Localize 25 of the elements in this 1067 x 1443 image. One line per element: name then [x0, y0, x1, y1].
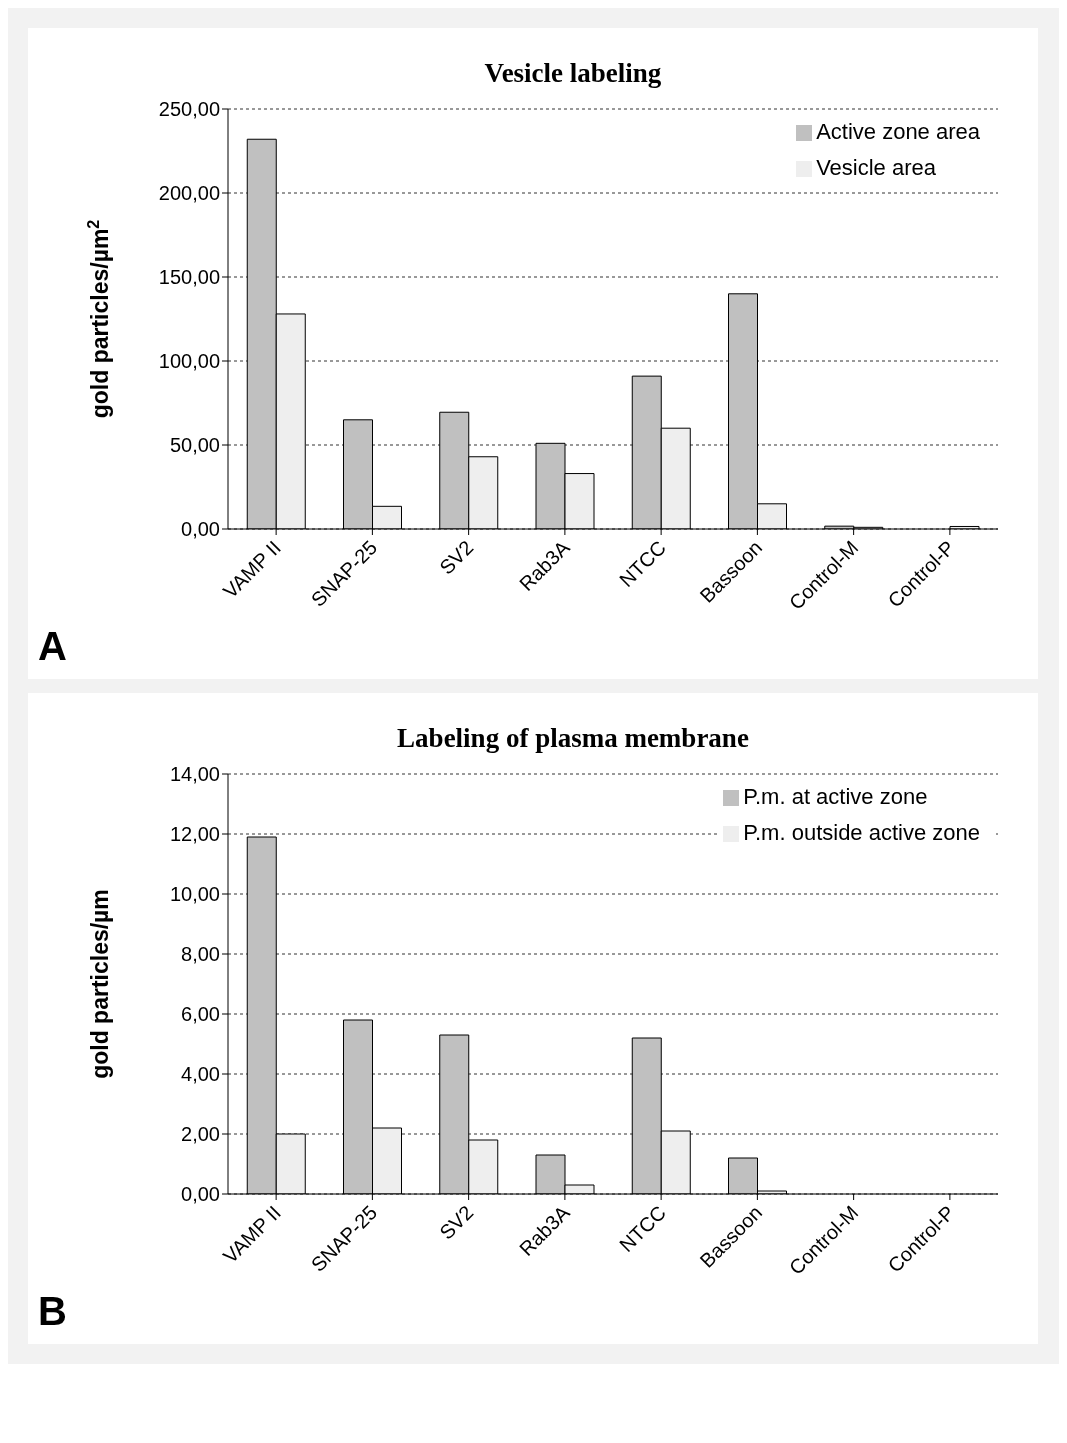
text: B: [38, 1289, 67, 1334]
chart-title: Labeling of plasma membrane: [396, 723, 750, 754]
y-tick-label: 0,00: [181, 1183, 220, 1206]
legend-label: Active zone area: [816, 119, 980, 144]
y-tick-label: 50,00: [169, 434, 220, 457]
chart-title: Vesicle labeling: [483, 58, 663, 89]
y-tick-label: 150,00: [158, 266, 220, 289]
y-axis-title: gold particles/µm: [87, 889, 113, 1079]
legend-label: P.m. outside active zone: [743, 820, 980, 845]
y-tick-label: 2,00: [181, 1123, 220, 1146]
x-tick-label: SV2: [435, 1201, 478, 1244]
y-tick-label: 200,00: [158, 182, 220, 205]
legend-label: Vesicle area: [816, 155, 936, 180]
legend-label: P.m. at active zone: [743, 784, 928, 809]
y-tick-label: 250,00: [158, 98, 220, 121]
y-tick-label: 8,00: [181, 943, 220, 966]
text: A: [38, 624, 67, 669]
y-tick-label: 0,00: [181, 518, 220, 541]
y-tick-label: 100,00: [158, 350, 220, 373]
y-tick-label: 14,00: [169, 763, 220, 786]
y-tick-label: 6,00: [181, 1003, 220, 1026]
y-tick-label: 12,00: [169, 823, 220, 846]
x-tick-label: SV2: [435, 536, 478, 579]
y-tick-label: 10,00: [169, 883, 220, 906]
y-tick-label: 4,00: [181, 1063, 220, 1086]
